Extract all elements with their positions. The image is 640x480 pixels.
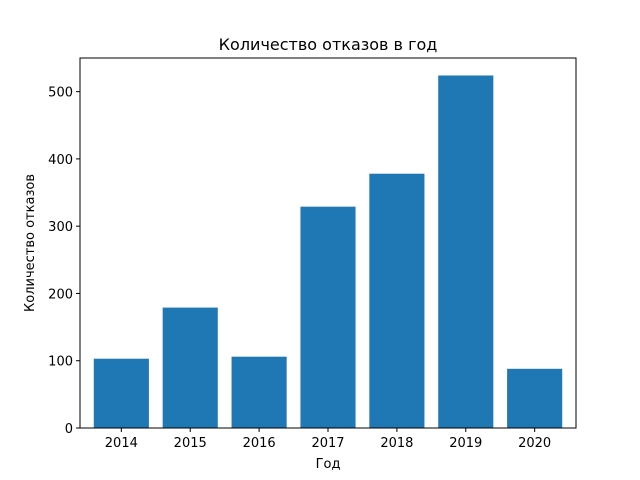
bars-group bbox=[93, 75, 563, 428]
bar-2014 bbox=[93, 358, 149, 428]
y-tick-label-500: 500 bbox=[48, 86, 73, 101]
bar-2017 bbox=[300, 206, 356, 428]
y-tick-label-200: 200 bbox=[48, 287, 73, 302]
y-tick-label-400: 400 bbox=[48, 153, 73, 168]
x-axis-label: Год bbox=[316, 457, 341, 472]
y-tick-label-300: 300 bbox=[48, 220, 73, 235]
bar-2015 bbox=[162, 307, 218, 428]
bar-2016 bbox=[231, 356, 287, 428]
x-tick-label-2015: 2015 bbox=[174, 436, 207, 451]
bar-2020 bbox=[507, 368, 563, 428]
chart-title: Количество отказов в год bbox=[219, 35, 438, 54]
x-axis: 2014 2015 2016 2017 2018 2019 2020 bbox=[105, 428, 551, 451]
x-tick-label-2017: 2017 bbox=[311, 436, 344, 451]
y-tick-label-0: 0 bbox=[65, 422, 73, 437]
bar-2018 bbox=[369, 173, 425, 428]
x-tick-label-2019: 2019 bbox=[449, 436, 482, 451]
bar-2019 bbox=[438, 75, 494, 428]
x-tick-label-2020: 2020 bbox=[518, 436, 551, 451]
y-tick-label-100: 100 bbox=[48, 355, 73, 370]
x-tick-label-2016: 2016 bbox=[243, 436, 276, 451]
x-tick-label-2014: 2014 bbox=[105, 436, 138, 451]
y-axis-label: Количество отказов bbox=[23, 174, 38, 312]
y-axis: 0 100 200 300 400 500 bbox=[48, 86, 80, 437]
x-tick-label-2018: 2018 bbox=[380, 436, 413, 451]
